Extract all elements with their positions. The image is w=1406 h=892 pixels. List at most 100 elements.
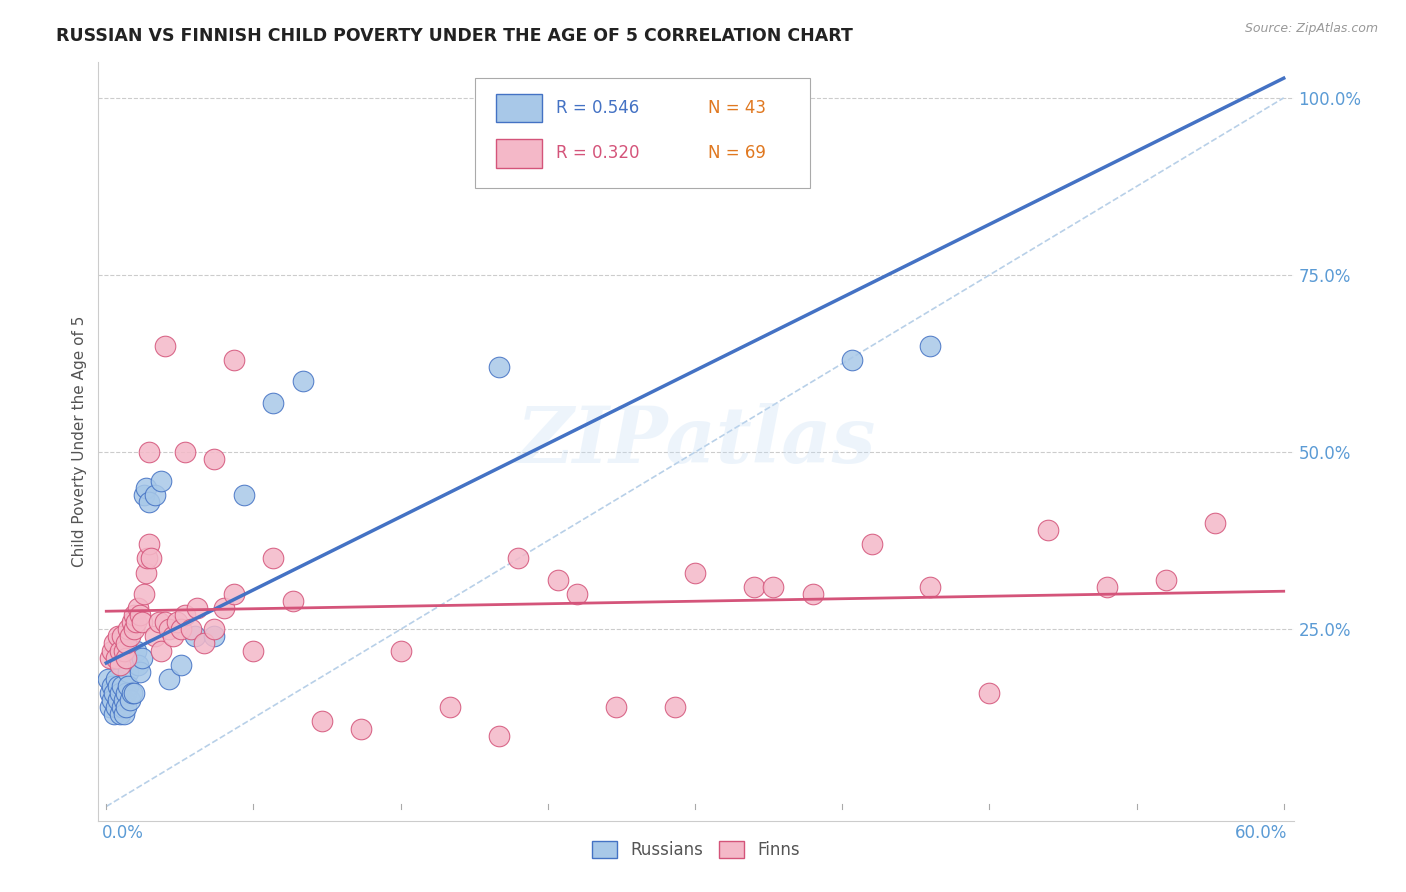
Point	[153, 339, 176, 353]
Point	[547, 573, 569, 587]
Point	[162, 629, 184, 643]
Text: 60.0%: 60.0%	[1236, 824, 1288, 842]
Text: ZIPatlas: ZIPatlas	[516, 403, 876, 480]
Point	[389, 643, 412, 657]
Point	[222, 587, 245, 601]
Point	[262, 395, 284, 409]
Point	[125, 643, 148, 657]
Point	[291, 374, 314, 388]
Text: N = 43: N = 43	[709, 99, 766, 117]
Text: RUSSIAN VS FINNISH CHILD POVERTY UNDER THE AGE OF 5 CORRELATION CHART: RUSSIAN VS FINNISH CHILD POVERTY UNDER T…	[56, 27, 853, 45]
Point	[143, 629, 166, 643]
Point	[105, 672, 128, 686]
Point	[141, 551, 163, 566]
Point	[157, 623, 180, 637]
Point	[183, 629, 205, 643]
Point	[170, 623, 193, 637]
Point	[1204, 516, 1226, 530]
Point	[605, 700, 627, 714]
Point	[138, 495, 160, 509]
Point	[193, 636, 215, 650]
Point	[122, 623, 145, 637]
Point	[115, 686, 138, 700]
Point	[112, 707, 135, 722]
Point	[103, 707, 125, 722]
Point	[222, 353, 245, 368]
Point	[122, 686, 145, 700]
Point	[132, 587, 155, 601]
Point	[108, 707, 131, 722]
Point	[173, 445, 195, 459]
Point	[488, 729, 510, 743]
Point	[118, 693, 141, 707]
Point	[111, 679, 134, 693]
Point	[242, 643, 264, 657]
Point	[112, 643, 135, 657]
Point	[118, 629, 141, 643]
Point	[148, 615, 170, 630]
Point	[567, 587, 589, 601]
Point	[107, 679, 129, 693]
Text: Source: ZipAtlas.com: Source: ZipAtlas.com	[1244, 22, 1378, 36]
Point	[128, 608, 150, 623]
Point	[170, 657, 193, 672]
Point	[108, 657, 131, 672]
Point	[108, 686, 131, 700]
Point	[103, 686, 125, 700]
Point	[127, 601, 149, 615]
Point	[101, 679, 124, 693]
Point	[98, 686, 121, 700]
Point	[979, 686, 1001, 700]
Point	[103, 636, 125, 650]
Point	[683, 566, 706, 580]
Point	[488, 360, 510, 375]
Text: N = 69: N = 69	[709, 145, 766, 162]
Point	[98, 650, 121, 665]
Point	[105, 650, 128, 665]
Point	[101, 693, 124, 707]
Point	[138, 537, 160, 551]
Point	[180, 623, 202, 637]
Text: R = 0.320: R = 0.320	[557, 145, 640, 162]
Point	[115, 636, 138, 650]
Point	[762, 580, 785, 594]
Point	[127, 657, 149, 672]
Point	[173, 608, 195, 623]
Point	[153, 615, 176, 630]
Point	[111, 700, 134, 714]
Point	[311, 714, 333, 729]
Point	[1038, 523, 1060, 537]
Point	[136, 551, 159, 566]
Point	[664, 700, 686, 714]
Point	[742, 580, 765, 594]
Point	[108, 643, 131, 657]
Point	[111, 629, 134, 643]
FancyBboxPatch shape	[475, 78, 810, 187]
Point	[1154, 573, 1177, 587]
Point	[202, 623, 225, 637]
Text: R = 0.546: R = 0.546	[557, 99, 640, 117]
Point	[117, 665, 139, 679]
Point	[121, 686, 143, 700]
Point	[232, 488, 254, 502]
Point	[107, 629, 129, 643]
Point	[125, 615, 148, 630]
Point	[112, 693, 135, 707]
Point	[202, 629, 225, 643]
Point	[801, 587, 824, 601]
Point	[143, 488, 166, 502]
Y-axis label: Child Poverty Under the Age of 5: Child Poverty Under the Age of 5	[72, 316, 87, 567]
Point	[121, 615, 143, 630]
Point	[202, 452, 225, 467]
Point	[98, 700, 121, 714]
Point	[150, 643, 173, 657]
Point	[212, 601, 235, 615]
Point	[166, 615, 188, 630]
Point	[101, 643, 124, 657]
Point	[1095, 580, 1118, 594]
Point	[508, 551, 530, 566]
Point	[281, 594, 304, 608]
Point	[107, 693, 129, 707]
Point	[131, 615, 153, 630]
Point	[134, 566, 156, 580]
